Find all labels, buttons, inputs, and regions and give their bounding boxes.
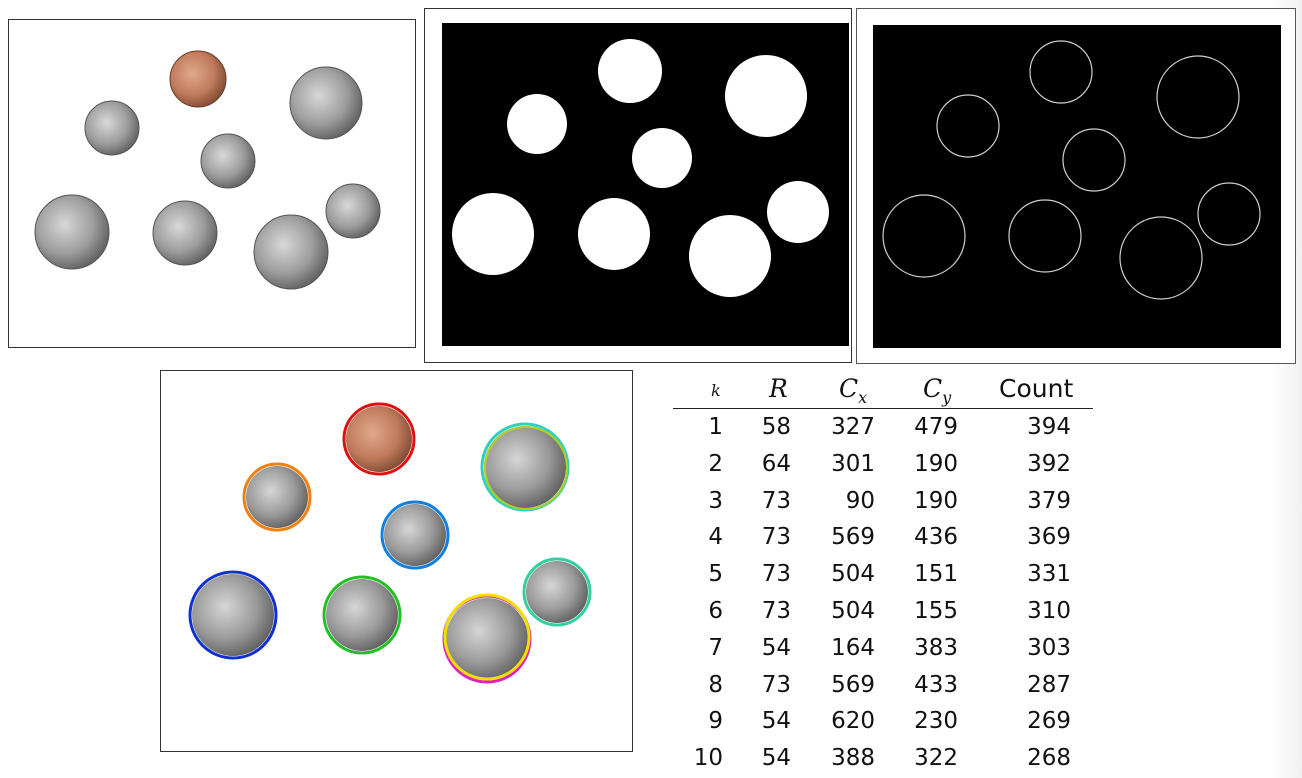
original-coins-image [8,19,416,348]
dime-coin [84,100,140,156]
binary-mask-background [442,23,849,346]
cell-count: 392 [1027,450,1071,477]
table-row: 10 54 388 322 268 [673,740,1093,777]
coins-photo [34,50,381,290]
detected-circle [522,557,592,627]
table-row: 5 73 504 151 331 [673,556,1093,593]
quarter-coin [34,194,110,270]
cell-cy: 190 [914,450,958,477]
cell-r: 54 [761,634,791,661]
cell-cy: 151 [914,561,958,588]
table-row: 1 58 327 479 394 [673,409,1093,446]
table-header: k R Cx Cy Count [673,370,1093,409]
cell-cy: 230 [914,708,958,735]
table-row: 6 73 504 155 310 [673,593,1093,630]
cell-cy: 479 [914,414,958,440]
cell-k: 3 [708,487,723,514]
cell-cx: 388 [831,745,875,772]
cell-r: 73 [761,561,791,588]
cell-cx: 90 [845,487,875,514]
cell-k: 5 [708,561,723,588]
cell-k: 8 [708,671,723,698]
cell-count: 269 [1027,708,1071,735]
hough-results-table: k R Cx Cy Count 1 58 327 479 394 2 64 301 190 392… [673,370,1093,777]
cell-k: 10 [693,745,723,772]
cell-k: 4 [708,524,723,551]
cell-cx: 327 [831,414,875,440]
cell-cx: 504 [831,561,875,588]
cell-cy: 190 [914,487,958,514]
table-row: 4 73 569 436 369 [673,519,1093,556]
detected-circle [484,426,568,510]
coins-binary-mask [452,39,829,297]
header-cy: Cy [923,374,952,407]
edge-map-background [873,25,1281,348]
header-r: R [769,374,788,403]
cell-k: 6 [708,597,723,624]
cell-cy: 322 [914,745,958,772]
cell-count: 303 [1027,634,1071,661]
cell-count: 310 [1027,597,1071,624]
cell-r: 54 [761,708,791,735]
quarter-coin [289,66,363,140]
detected-circle [443,593,531,681]
detected-circle [242,462,312,532]
dime-coin [325,183,381,239]
cell-cy: 433 [914,671,958,698]
cell-count: 268 [1027,745,1071,772]
cell-cx: 504 [831,597,875,624]
detected-circles-image [160,370,633,752]
cell-r: 54 [761,745,791,772]
cell-r: 73 [761,487,791,514]
coins-edge-map [882,40,1261,300]
table-row: 3 73 90 190 379 [673,483,1093,520]
detected-circle [322,575,402,655]
cell-count: 331 [1027,561,1071,588]
table-row: 8 73 569 433 287 [673,667,1093,704]
header-k: k [711,381,721,400]
detected-circle [188,570,278,660]
cell-cx: 620 [831,708,875,735]
edge-map-image [856,8,1296,364]
penny-coin [169,50,227,108]
detected-circle [480,422,570,512]
cell-cx: 569 [831,524,875,551]
cell-cx: 301 [831,450,875,477]
cell-cx: 164 [831,634,875,661]
cell-r: 58 [761,414,791,440]
detected-circle [342,402,416,476]
cell-count: 379 [1027,487,1071,514]
cell-cx: 569 [831,671,875,698]
cell-count: 394 [1027,414,1071,440]
cell-count: 287 [1027,671,1071,698]
detected-circle [380,500,450,570]
cell-r: 73 [761,524,791,551]
cell-cy: 155 [914,597,958,624]
cell-count: 369 [1027,524,1071,551]
cell-k: 7 [708,634,723,661]
dime-coin [200,133,256,189]
table-row: 9 54 620 230 269 [673,703,1093,740]
nickel-coin [152,200,218,266]
binary-mask-image [424,8,852,363]
table-body: 1 58 327 479 394 2 64 301 190 392 3 73 90 190 379 4 73 56… [673,409,1093,777]
cell-r: 73 [761,671,791,698]
header-cx: Cx [839,374,868,407]
cell-k: 2 [708,450,723,477]
cell-k: 9 [708,708,723,735]
quarter-coin [253,214,329,290]
table-row: 7 54 164 383 303 [673,630,1093,667]
cell-k: 1 [708,414,723,440]
cell-r: 73 [761,597,791,624]
header-count: Count [999,374,1074,403]
table-row: 2 64 301 190 392 [673,446,1093,483]
cell-r: 64 [761,450,791,477]
cell-cy: 436 [914,524,958,551]
cell-cy: 383 [914,634,958,661]
coins-detected-circles [188,402,592,684]
